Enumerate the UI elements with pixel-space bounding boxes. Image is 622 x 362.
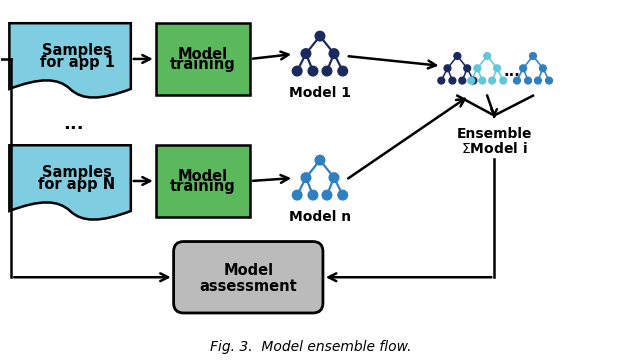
Text: $\Sigma$Model i: $\Sigma$Model i <box>461 141 527 156</box>
Text: Ensemble: Ensemble <box>457 127 532 142</box>
Circle shape <box>449 77 456 84</box>
Circle shape <box>454 52 461 59</box>
Circle shape <box>308 190 318 200</box>
Circle shape <box>338 190 348 200</box>
Circle shape <box>525 77 531 84</box>
FancyBboxPatch shape <box>174 241 323 313</box>
Circle shape <box>292 66 302 76</box>
Circle shape <box>308 66 318 76</box>
Circle shape <box>470 77 477 84</box>
Text: Model: Model <box>178 47 228 62</box>
Text: Samples: Samples <box>42 43 112 58</box>
Circle shape <box>329 49 339 58</box>
Circle shape <box>315 155 325 165</box>
Text: Fig. 3.  Model ensemble flow.: Fig. 3. Model ensemble flow. <box>210 340 412 354</box>
Circle shape <box>468 77 475 84</box>
Circle shape <box>479 77 486 84</box>
Circle shape <box>459 77 466 84</box>
Circle shape <box>322 66 332 76</box>
Circle shape <box>322 190 332 200</box>
Circle shape <box>292 190 302 200</box>
Text: Model n: Model n <box>289 210 351 224</box>
Circle shape <box>539 65 546 72</box>
Circle shape <box>438 77 445 84</box>
Circle shape <box>329 173 339 182</box>
Circle shape <box>534 77 541 84</box>
Text: for app N: for app N <box>39 177 116 192</box>
Text: ...: ... <box>63 115 83 133</box>
Circle shape <box>474 65 481 72</box>
Text: Model: Model <box>223 263 273 278</box>
PathPatch shape <box>9 145 131 220</box>
Text: Samples: Samples <box>42 165 112 180</box>
Text: training: training <box>170 179 236 194</box>
Circle shape <box>315 31 325 41</box>
Text: Model: Model <box>178 169 228 184</box>
Circle shape <box>301 49 311 58</box>
Circle shape <box>484 52 491 59</box>
Circle shape <box>464 65 471 72</box>
Bar <box>156 23 250 95</box>
Circle shape <box>444 65 451 72</box>
PathPatch shape <box>9 23 131 97</box>
Text: assessment: assessment <box>200 279 297 294</box>
Bar <box>156 145 250 217</box>
Text: for app 1: for app 1 <box>40 55 114 70</box>
Circle shape <box>494 65 501 72</box>
Circle shape <box>520 65 527 72</box>
Circle shape <box>529 52 536 59</box>
Circle shape <box>500 77 507 84</box>
Text: training: training <box>170 57 236 72</box>
Circle shape <box>545 77 552 84</box>
Text: ...: ... <box>504 64 521 79</box>
Circle shape <box>338 66 348 76</box>
Text: Model 1: Model 1 <box>289 86 351 100</box>
Circle shape <box>489 77 496 84</box>
Circle shape <box>301 173 311 182</box>
Circle shape <box>514 77 521 84</box>
